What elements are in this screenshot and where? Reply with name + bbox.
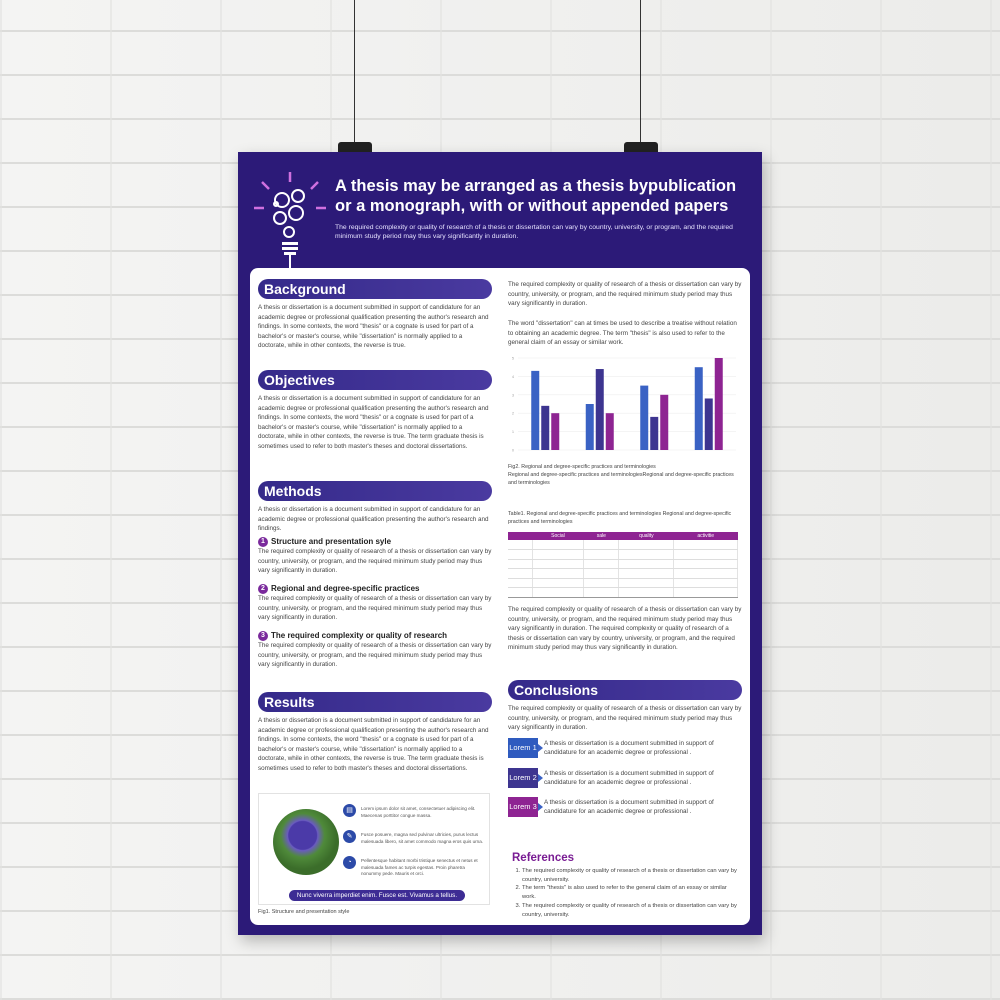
conclusion-tag: Lorem 3 — [508, 797, 543, 817]
y-tick-label: 2 — [512, 412, 514, 416]
bar — [704, 398, 713, 450]
table-row — [508, 587, 738, 598]
bar — [595, 369, 604, 450]
methods-item-title: The required complexity or quality of re… — [271, 631, 448, 640]
right-paragraph-2: The word "dissertation" can at times be … — [508, 320, 737, 347]
bar — [650, 416, 659, 450]
table-1-caption: Table1. Regional and degree-specific pra… — [508, 511, 732, 525]
methods-item: 2 Regional and degree-specific practices T… — [258, 583, 492, 630]
methods-intro: A thesis or dissertation is a document s… — [258, 506, 489, 533]
bar — [531, 370, 540, 450]
table-row — [508, 578, 738, 588]
bar — [660, 394, 669, 450]
section-heading-conclusions: Conclusions — [508, 680, 742, 700]
methods-item-text: The required complexity or quality of re… — [258, 642, 492, 669]
methods-item-title: Structure and presentation syle — [271, 537, 392, 546]
figure-2-description: Regional and degree-specific practices a… — [508, 472, 734, 486]
figure-1-caption: Fig1. Structure and presentation style — [258, 909, 350, 915]
number-badge: 2 — [258, 583, 268, 594]
bar — [640, 385, 649, 450]
section-heading-methods: Methods — [258, 481, 492, 501]
table-row — [508, 549, 738, 560]
table-header: sale — [583, 532, 619, 540]
lightbulb-gears-icon — [254, 172, 326, 268]
poster-subtitle: The required complexity or quality of re… — [335, 224, 733, 240]
section-heading-objectives: Objectives — [258, 370, 492, 390]
y-tick-label: 5 — [512, 357, 514, 361]
conclusion-text: A thesis or dissertation is a document s… — [544, 770, 714, 786]
figure-2-caption: Fig2. Regional and degree-specific pract… — [508, 463, 742, 487]
methods-item-text: The required complexity or quality of re… — [258, 548, 492, 575]
table-header — [508, 532, 532, 540]
table-row — [508, 540, 738, 550]
figure-item-text: Lorem ipsum dolor sit amet, consectetuer… — [361, 806, 476, 818]
references-heading: References — [512, 852, 575, 864]
table-header-row: Social sale quality activitie — [508, 532, 738, 540]
bar — [605, 413, 614, 450]
conclusion-tag: Lorem 1 — [508, 738, 543, 758]
section-heading-results: Results — [258, 692, 492, 712]
conclusion-text: A thesis or dissertation is a document s… — [544, 740, 714, 756]
content-panel: Background A thesis or dissertation is a… — [250, 268, 750, 925]
conclusion-text: A thesis or dissertation is a document s… — [544, 799, 714, 815]
y-tick-label: 0 — [512, 449, 514, 453]
figure-banner: Nunc viverra imperdiet enim. Fusce est. … — [289, 890, 465, 901]
methods-item-title: Regional and degree-specific practices — [271, 584, 420, 593]
background-text: A thesis or dissertation is a document s… — [258, 304, 489, 350]
clock-icon: ◔ — [343, 856, 356, 869]
bar — [585, 404, 594, 450]
reference-item: The required complexity or quality of re… — [522, 867, 740, 884]
figure-item-text: Fusce posuere, magna sed pulvinar ultric… — [361, 832, 484, 844]
pen-icon: ✎ — [343, 830, 356, 843]
conclusions-text: The required complexity or quality of re… — [508, 705, 742, 732]
poster: A thesis may be arranged as a thesis byp… — [238, 152, 762, 935]
table-header: quality — [618, 532, 674, 540]
section-heading-background: Background — [258, 279, 492, 299]
hanging-string — [640, 0, 641, 145]
bar — [541, 405, 550, 450]
methods-list: 1 Structure and presentation syle The requ… — [258, 536, 492, 677]
methods-item: 1 Structure and presentation syle The requ… — [258, 536, 492, 583]
objectives-text: A thesis or dissertation is a document s… — [258, 395, 489, 450]
number-badge: 1 — [258, 536, 268, 547]
y-tick-label: 1 — [512, 430, 514, 434]
right-paragraph-3: The required complexity or quality of re… — [508, 606, 742, 652]
references-list: The required complexity or quality of re… — [522, 867, 740, 919]
bar — [551, 413, 560, 450]
methods-item-text: The required complexity or quality of re… — [258, 595, 492, 622]
table-header: activitie — [673, 532, 738, 540]
bar-chart: 0 1 2 3 4 5 — [512, 357, 736, 453]
methods-item: 3 The required complexity or quality of r… — [258, 630, 492, 677]
y-tick-label: 4 — [512, 375, 514, 379]
results-text: A thesis or dissertation is a document s… — [258, 717, 489, 772]
y-tick-label: 3 — [512, 393, 514, 397]
figure-2-title: Fig2. Regional and degree-specific pract… — [508, 464, 656, 470]
table-row — [508, 559, 738, 569]
data-table: Social sale quality activitie — [508, 532, 738, 598]
table-header: Social — [532, 532, 584, 540]
flower-photo — [273, 809, 339, 875]
bar — [694, 367, 703, 450]
poster-title: A thesis may be arranged as a thesis byp… — [335, 177, 737, 215]
conclusion-tag: Lorem 2 — [508, 768, 543, 788]
document-icon: ▤ — [343, 804, 356, 817]
hanging-string — [354, 0, 355, 145]
table-row — [508, 568, 738, 579]
number-badge: 3 — [258, 630, 268, 641]
reference-item: The term "thesis" is also used to refer … — [522, 884, 740, 901]
figure-1: ▤ Lorem ipsum dolor sit amet, consectetu… — [258, 793, 490, 905]
reference-item: The required complexity or quality of re… — [522, 902, 740, 919]
bar — [714, 358, 723, 450]
figure-item-text: Pellentesque habitant morbi tristique se… — [361, 858, 478, 876]
right-paragraph-1: The required complexity or quality of re… — [508, 281, 742, 308]
